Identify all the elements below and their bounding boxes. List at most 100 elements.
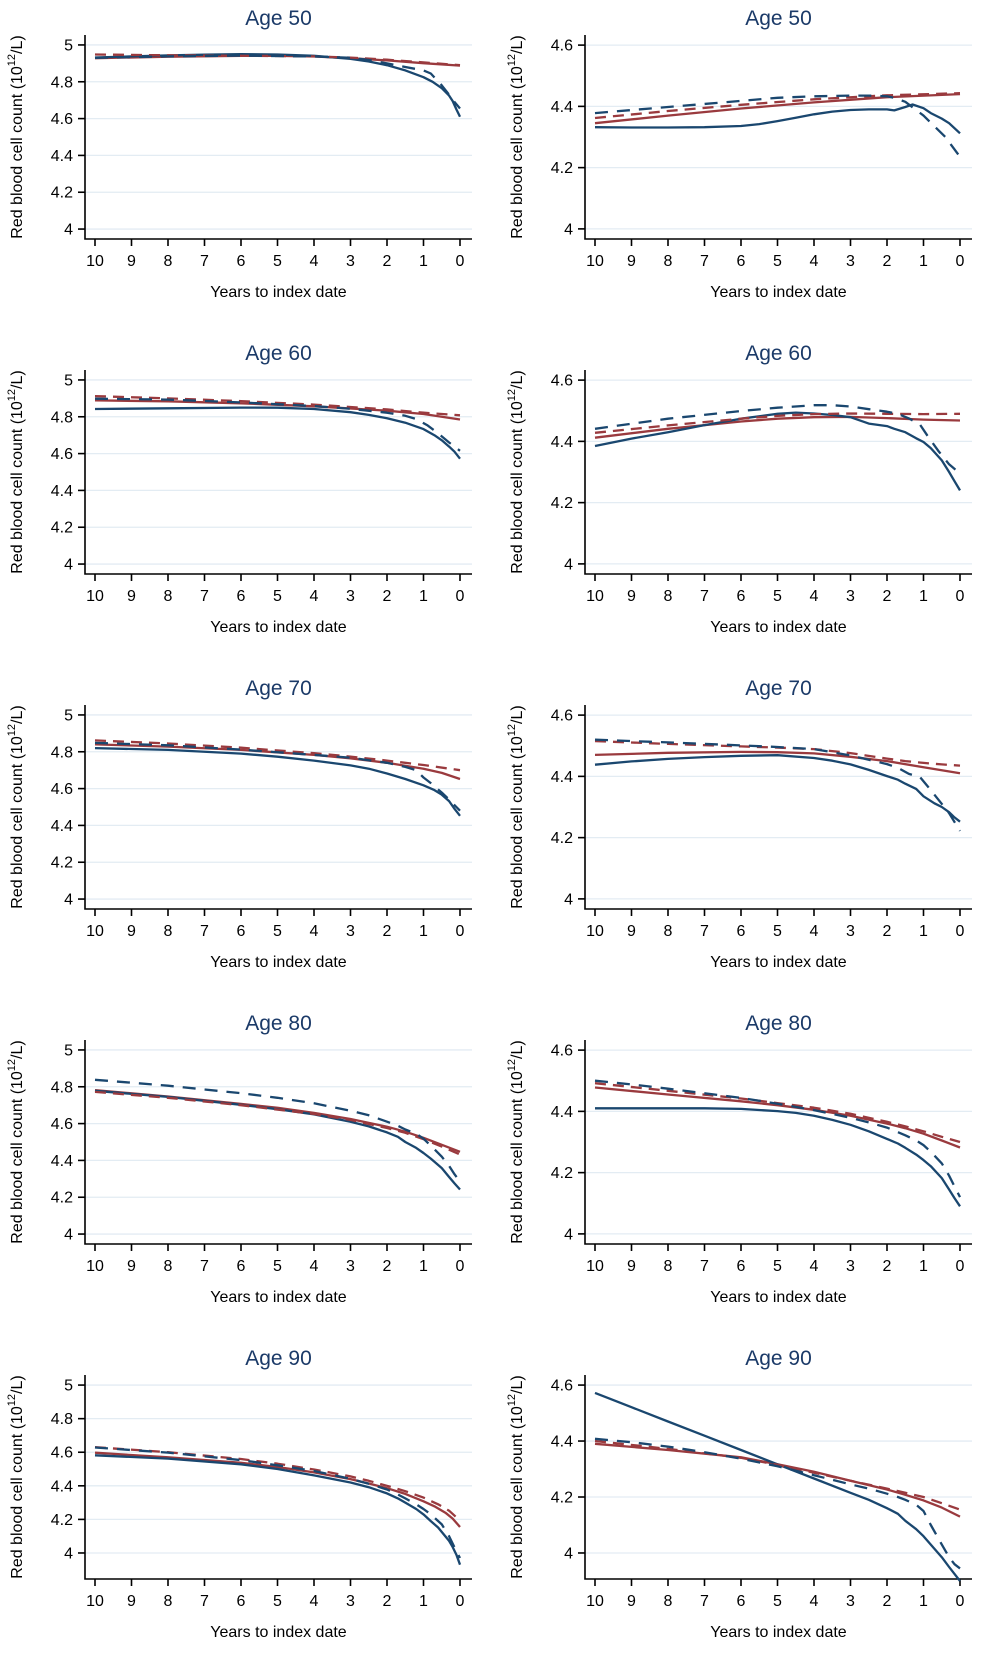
series-line-blue-solid: [594, 1391, 961, 1582]
series-line-blue-dashed: [94, 397, 461, 452]
x-tick-label: 5: [773, 588, 782, 605]
x-tick-label: 8: [664, 1258, 673, 1275]
series-line-red-dashed: [594, 739, 961, 767]
x-tick-label: 5: [773, 253, 782, 270]
y-tick-label: 4.2: [51, 855, 73, 872]
x-tick-label: 8: [164, 923, 173, 940]
y-tick-label: 5: [64, 1042, 73, 1059]
series-line-red-solid: [94, 399, 461, 421]
y-tick-label: 4.8: [51, 1079, 73, 1096]
axis-line: [84, 35, 472, 240]
y-axis-label: Red blood cell count (1012/L): [6, 1375, 26, 1578]
y-tick-label: 4.4: [51, 483, 73, 500]
series-line-blue-solid: [594, 103, 961, 135]
series-line-red-solid: [594, 750, 961, 775]
x-axis-label: Years to index date: [710, 1289, 847, 1306]
x-tick-label: 2: [383, 1258, 392, 1275]
x-tick-label: 6: [737, 1258, 746, 1275]
x-axis-label: Years to index date: [710, 619, 847, 636]
chart-title: Age 60: [245, 342, 312, 365]
y-tick-label: 4.4: [551, 99, 573, 116]
x-tick-label: 10: [86, 253, 104, 270]
y-tick-label: 4.8: [51, 1411, 73, 1428]
chart-title: Age 70: [245, 677, 312, 700]
x-tick-label: 8: [164, 588, 173, 605]
series-line-red-solid: [594, 92, 961, 125]
chart-panel-age-90-right: 4 4.2 4.4 4.6 10 9 8 7 6 5 4 3 2 1 0 Age 90 Years to ind…: [500, 1317, 1000, 1653]
x-tick-label: 10: [586, 1258, 604, 1275]
y-tick-label: 4.6: [51, 446, 73, 463]
x-tick-label: 1: [419, 253, 428, 270]
x-tick-label: 6: [237, 1593, 246, 1610]
y-tick-label: 4.6: [51, 1116, 73, 1133]
y-axis-label-superscript: 12: [506, 724, 518, 736]
y-tick-label: 5: [64, 1378, 73, 1395]
x-tick-label: 7: [200, 1258, 209, 1275]
y-axis-label-superscript: 12: [506, 1059, 518, 1071]
y-tick-label: 5: [64, 37, 73, 54]
x-tick-label: 4: [810, 1258, 819, 1275]
chart-panel-age-80-left: 4 4.2 4.4 4.6 4.8 5 10 9 8 7 6 5 4 3 2 1 0 Age 80 Years to…: [0, 982, 500, 1317]
y-axis-label-unit: /L): [9, 1375, 26, 1394]
series-line-red-solid: [594, 1086, 961, 1149]
series-line-blue-solid: [594, 754, 961, 823]
y-axis-label-unit: /L): [509, 35, 526, 54]
y-tick-label: 4.8: [51, 409, 73, 426]
chart-panel-age-70-right: 4 4.2 4.4 4.6 10 9 8 7 6 5 4 3 2 1 0 Age 70 Years to ind…: [500, 647, 1000, 982]
y-tick-label: 4.2: [551, 160, 573, 177]
y-tick-label: 4: [564, 1545, 573, 1562]
axis-line: [84, 1375, 472, 1580]
x-tick-label: 10: [586, 1593, 604, 1610]
chart-panel-age-90-left: 4 4.2 4.4 4.6 4.8 5 10 9 8 7 6 5 4 3 2 1 0 Age 90 Years to…: [0, 1317, 500, 1653]
x-tick-label: 6: [737, 253, 746, 270]
y-axis-label-text: Red blood cell count (10: [509, 1406, 526, 1579]
chart-panel-age-80-right: 4 4.2 4.4 4.6 10 9 8 7 6 5 4 3 2 1 0 Age 80 Years to ind…: [500, 982, 1000, 1317]
y-tick-label: 4.6: [51, 111, 73, 128]
x-tick-label: 8: [664, 1593, 673, 1610]
x-tick-label: 8: [664, 253, 673, 270]
y-tick-label: 4.2: [551, 1490, 573, 1507]
x-tick-label: 0: [956, 588, 965, 605]
x-tick-label: 3: [346, 923, 355, 940]
y-tick-label: 5: [64, 372, 73, 389]
series-line-red-dashed: [94, 1090, 461, 1156]
y-tick-label: 4.4: [551, 1434, 573, 1451]
x-tick-label: 0: [456, 1258, 465, 1275]
axis-line: [584, 35, 972, 240]
y-axis-label-superscript: 12: [506, 54, 518, 66]
x-tick-label: 10: [86, 923, 104, 940]
chart-title: Age 50: [245, 7, 312, 30]
y-tick-label: 4.8: [51, 744, 73, 761]
series-line-blue-dashed: [594, 1079, 962, 1198]
x-axis-label: Years to index date: [210, 1624, 347, 1641]
x-tick-label: 2: [883, 1258, 892, 1275]
series-line-red-dashed: [594, 412, 961, 434]
x-tick-label: 7: [700, 588, 709, 605]
y-axis-label-superscript: 12: [6, 724, 18, 736]
chart-panel-age-50-right: 4 4.2 4.4 4.6 10 9 8 7 6 5 4 3 2 1 0 Age 50 Years to ind…: [500, 0, 1000, 312]
x-tick-label: 7: [700, 1258, 709, 1275]
series-line-blue-dashed: [94, 1078, 461, 1183]
x-axis-label: Years to index date: [710, 284, 847, 301]
x-tick-label: 1: [419, 588, 428, 605]
x-tick-label: 1: [419, 1258, 428, 1275]
x-tick-label: 0: [456, 923, 465, 940]
x-tick-label: 10: [586, 923, 604, 940]
series-line-blue-solid: [94, 746, 461, 817]
y-tick-label: 4.6: [551, 38, 573, 55]
x-tick-label: 10: [86, 1258, 104, 1275]
series-line-blue-solid: [594, 411, 961, 491]
axis-line: [84, 1040, 472, 1245]
series-line-red-dashed: [94, 394, 461, 417]
series-line-blue-solid: [94, 1089, 461, 1191]
y-axis-label-superscript: 12: [6, 1059, 18, 1071]
x-tick-label: 0: [456, 1593, 465, 1610]
y-axis-label-superscript: 12: [6, 54, 18, 66]
y-tick-label: 4.2: [551, 495, 573, 512]
y-axis-label-superscript: 12: [506, 1394, 518, 1406]
axis-line: [84, 705, 472, 910]
x-axis-label: Years to index date: [210, 1289, 347, 1306]
chart-title: Age 50: [745, 7, 812, 30]
